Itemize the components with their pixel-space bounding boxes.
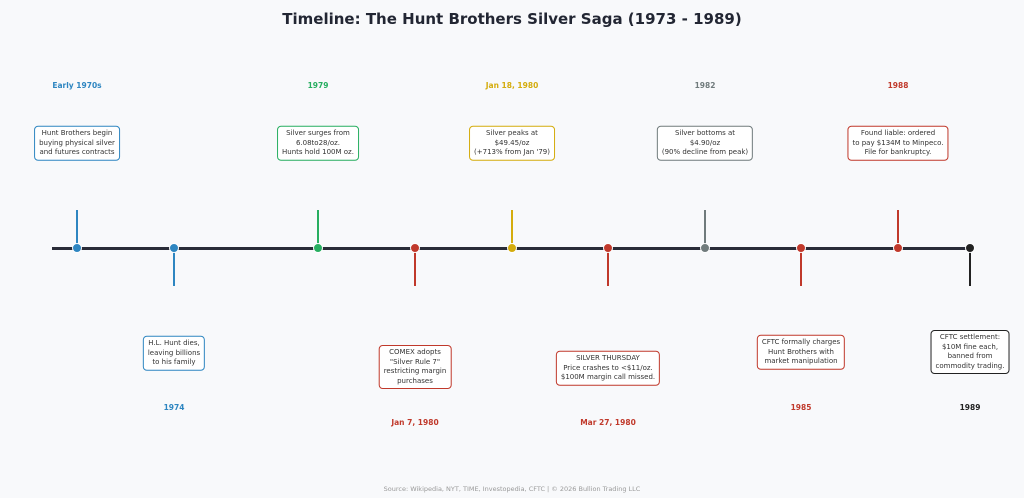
event-description: Silver surges from 6.08to28/oz. Hunts ho…: [277, 125, 359, 161]
event-stem: [897, 210, 899, 248]
event-marker: [700, 243, 710, 253]
event-marker: [796, 243, 806, 253]
event-marker: [965, 243, 975, 253]
event-description: SILVER THURSDAY Price crashes to <$11/oz…: [555, 350, 661, 386]
event-date: Early 1970s: [52, 81, 102, 90]
event-stem: [704, 210, 706, 248]
event-marker: [72, 243, 82, 253]
event-date: Mar 27, 1980: [580, 418, 636, 427]
event-stem: [969, 248, 971, 286]
event-date: 1985: [790, 403, 812, 412]
event-description: CFTC formally charges Hunt Brothers with…: [756, 334, 846, 370]
event-stem: [173, 248, 175, 286]
event-date: 1979: [307, 81, 329, 90]
event-marker: [169, 243, 179, 253]
diagram-title: Timeline: The Hunt Brothers Silver Saga …: [282, 10, 742, 28]
event-stem: [800, 248, 802, 286]
event-date: Jan 7, 1980: [391, 418, 439, 427]
event-date: 1982: [694, 81, 716, 90]
event-description: Silver peaks at $49.45/oz (+713% from Ja…: [469, 125, 555, 161]
event-marker: [603, 243, 613, 253]
event-date: 1988: [887, 81, 909, 90]
event-stem: [317, 210, 319, 248]
event-marker: [507, 243, 517, 253]
event-description: H.L. Hunt dies, leaving billions to his …: [142, 335, 206, 371]
event-marker: [410, 243, 420, 253]
event-date: 1974: [163, 403, 185, 412]
event-description: Hunt Brothers begin buying physical silv…: [34, 125, 120, 161]
event-stem: [511, 210, 513, 248]
event-stem: [76, 210, 78, 248]
event-marker: [893, 243, 903, 253]
event-description: Found liable: ordered to pay $134M to Mi…: [847, 125, 949, 161]
event-description: Silver bottoms at $4.90/oz (90% decline …: [656, 125, 754, 161]
event-stem: [414, 248, 416, 286]
event-stem: [607, 248, 609, 286]
event-description: COMEX adopts "Silver Rule 7" restricting…: [378, 345, 452, 389]
source-footer: Source: Wikipedia, NYT, TIME, Investoped…: [383, 485, 641, 493]
event-date: Jan 18, 1980: [485, 81, 539, 90]
event-marker: [313, 243, 323, 253]
event-description: CFTC settlement: $10M fine each, banned …: [930, 330, 1010, 374]
event-date: 1989: [959, 403, 981, 412]
